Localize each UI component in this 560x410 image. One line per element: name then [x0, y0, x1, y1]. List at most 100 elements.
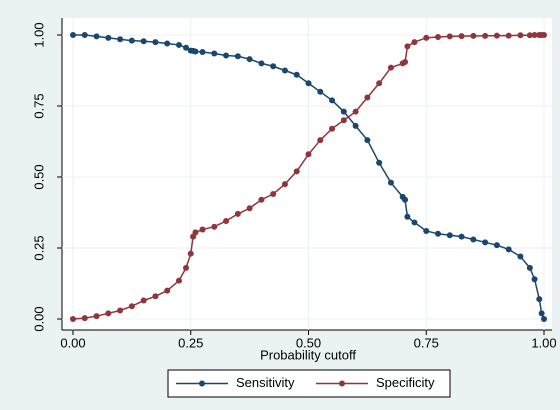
point [541, 316, 547, 322]
point [376, 159, 383, 166]
point [70, 316, 76, 322]
point [258, 196, 265, 203]
point [93, 33, 100, 40]
point [128, 303, 135, 310]
point [211, 223, 218, 230]
point [317, 88, 324, 95]
point [538, 310, 545, 317]
point [364, 94, 371, 101]
point [281, 181, 288, 188]
legend-marker [339, 380, 345, 387]
point [81, 32, 88, 38]
point [364, 137, 371, 144]
y-tick-label: 0.25 [31, 235, 46, 260]
point [531, 276, 538, 283]
point [470, 236, 477, 243]
point [211, 50, 218, 57]
point [199, 226, 206, 233]
point [329, 125, 336, 132]
point [152, 39, 159, 46]
point [199, 49, 206, 56]
point [183, 44, 190, 51]
point [317, 137, 324, 144]
point [470, 32, 477, 39]
point [387, 179, 394, 186]
point [458, 233, 465, 240]
point [423, 34, 430, 41]
point [152, 293, 159, 300]
point [505, 246, 512, 253]
y-tick-label: 0.75 [31, 93, 46, 118]
point [187, 250, 194, 257]
x-tick-label: 0.50 [296, 335, 321, 350]
x-tick-label: 0.25 [178, 335, 203, 350]
point [223, 218, 230, 225]
y-tick-label: 1.00 [31, 22, 46, 47]
point [482, 32, 489, 39]
point [517, 32, 524, 39]
point [281, 67, 288, 74]
point [541, 32, 547, 38]
point [117, 307, 124, 314]
point [93, 313, 100, 320]
point [340, 117, 347, 124]
point [270, 191, 277, 198]
point [293, 168, 300, 175]
point [329, 97, 336, 104]
point [340, 108, 347, 115]
point [140, 297, 147, 304]
point [531, 32, 538, 38]
point [411, 219, 418, 226]
point [192, 229, 199, 236]
x-tick-label: 0.00 [60, 335, 85, 350]
point [192, 48, 199, 55]
y-tick-label: 0.50 [31, 164, 46, 189]
point [526, 264, 533, 271]
point [435, 33, 442, 40]
point [402, 196, 409, 203]
legend-label: Sensitivity [236, 375, 295, 390]
point [234, 210, 241, 217]
point [387, 64, 394, 71]
point [305, 80, 312, 87]
point [246, 56, 253, 63]
point [404, 43, 411, 50]
point [246, 205, 253, 212]
point [493, 32, 500, 39]
point [404, 213, 411, 220]
point [411, 39, 418, 46]
point [482, 239, 489, 246]
point [293, 71, 300, 78]
point [117, 36, 124, 43]
point [305, 151, 312, 158]
legend-label: Specificity [376, 375, 435, 390]
legend-marker [199, 380, 205, 387]
point [536, 296, 543, 303]
x-tick-label: 1.00 [531, 335, 556, 350]
point [175, 41, 182, 48]
point [164, 287, 171, 294]
point [223, 52, 230, 59]
point [183, 264, 190, 271]
point [446, 232, 453, 239]
y-tick-label: 0.00 [31, 306, 46, 331]
point [505, 32, 512, 39]
point [517, 253, 524, 260]
point [423, 227, 430, 234]
point [526, 32, 533, 39]
point [352, 122, 359, 129]
point [435, 230, 442, 237]
point [402, 58, 409, 65]
point [128, 37, 135, 44]
point [458, 33, 465, 40]
x-tick-label: 0.75 [414, 335, 439, 350]
point [376, 80, 383, 87]
point [70, 32, 76, 38]
point [446, 33, 453, 40]
point [234, 53, 241, 60]
point [258, 60, 265, 67]
point [270, 63, 277, 70]
point [140, 38, 147, 45]
point [105, 34, 112, 41]
